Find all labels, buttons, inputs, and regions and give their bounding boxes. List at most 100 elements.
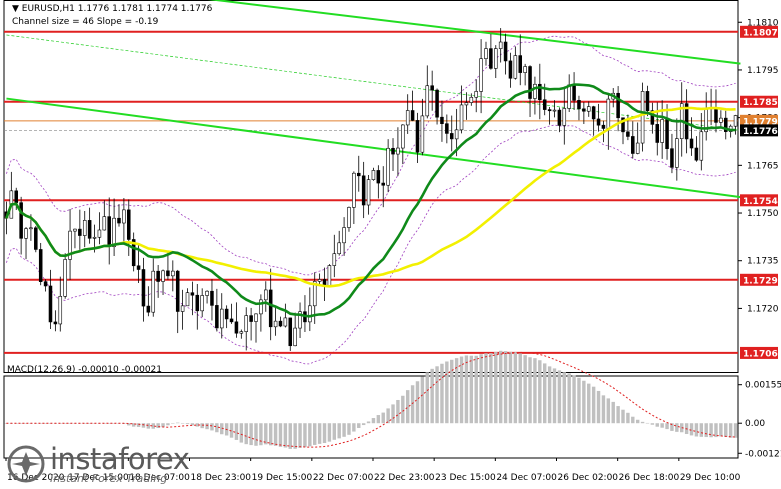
candle-body <box>714 108 718 123</box>
macd-bar <box>327 423 332 442</box>
candle-body <box>410 110 415 121</box>
candle-body <box>542 99 547 110</box>
macd-bar <box>112 423 116 424</box>
candle-body <box>503 41 508 62</box>
macd-bar <box>728 423 733 438</box>
candle-body <box>396 147 400 155</box>
macd-bar <box>494 352 498 424</box>
candle-body <box>38 249 43 282</box>
macd-bar <box>601 395 606 424</box>
candle-body <box>102 216 107 231</box>
macd-bar <box>288 423 292 449</box>
macd-bar <box>151 423 155 429</box>
candle-body <box>621 117 625 133</box>
price-tick-label: 1.1735 <box>747 257 779 267</box>
candle-body <box>391 147 395 155</box>
macd-bar <box>660 423 664 428</box>
candle-body <box>538 83 542 101</box>
candle-body <box>401 124 405 149</box>
macd-bar <box>694 423 699 437</box>
macd-bar <box>724 423 728 437</box>
candle-body <box>219 308 224 329</box>
macd-bar <box>68 423 72 424</box>
candle-body <box>259 299 263 315</box>
candle-body <box>293 327 297 347</box>
macd-bar <box>220 423 224 435</box>
macd-bar <box>445 361 449 424</box>
macd-bar <box>543 363 547 424</box>
envelope-upper <box>6 35 736 276</box>
macd-bar <box>459 356 464 424</box>
candle-body <box>185 292 190 307</box>
macd-bar <box>63 423 67 424</box>
macd-bar <box>352 423 356 432</box>
candle-body <box>317 279 322 282</box>
candle-body <box>229 318 234 323</box>
macd-bar <box>141 423 146 428</box>
macd-bar <box>538 360 542 424</box>
candle-body <box>430 85 434 91</box>
price-tick-label: 1.1750 <box>747 209 779 219</box>
candle-body <box>435 89 439 118</box>
candle-body <box>586 106 591 112</box>
macd-bar <box>24 423 28 424</box>
candle-body <box>151 270 156 313</box>
candle-body <box>224 308 229 320</box>
candle-body <box>640 91 645 144</box>
level-tag <box>740 25 778 38</box>
candle-body <box>479 58 483 92</box>
macd-bar <box>401 395 405 424</box>
price-tick-label: 1.1795 <box>747 66 779 76</box>
candle-body <box>117 217 121 224</box>
candle-body <box>34 227 38 250</box>
level-tag <box>740 273 778 286</box>
candle-body <box>332 253 337 266</box>
macd-bar <box>518 353 522 424</box>
macd-bar <box>38 423 43 424</box>
candle-body <box>494 48 498 69</box>
main-panel <box>3 0 739 373</box>
candle-body <box>513 55 518 79</box>
time-tick-label: 18 Dec 07:00 <box>129 473 190 483</box>
candle-body <box>523 66 527 73</box>
instaforex-logo-icon <box>7 445 45 483</box>
candle-body <box>244 315 248 332</box>
macd-bar <box>200 423 204 429</box>
macd-bar <box>552 368 557 424</box>
level-tag-label: 1.1807 <box>743 28 778 38</box>
candle-body <box>582 108 586 112</box>
macd-bar <box>264 423 268 445</box>
candle-body <box>146 305 151 313</box>
candle-body <box>366 179 371 206</box>
macd-bar <box>405 390 410 424</box>
symbol-header: ▼ EURUSD,H1 1.1776 1.1781 1.1774 1.1776 <box>12 4 213 14</box>
macd-bar <box>391 404 395 424</box>
time-tick-label: 23 Dec 15:00 <box>435 473 496 483</box>
level-tag-label: 1.1785 <box>743 98 778 108</box>
macd-bar <box>357 423 361 428</box>
macd-bar <box>361 423 366 426</box>
candle-body <box>635 142 640 154</box>
macd-bar <box>645 422 650 424</box>
macd-bar <box>83 423 87 424</box>
candle-body <box>352 172 356 208</box>
level-tag-label: 1.1779 <box>743 117 778 127</box>
macd-bar <box>484 353 488 424</box>
macd-bar <box>254 423 258 446</box>
macd-bar <box>293 423 297 449</box>
candle-body <box>29 227 33 230</box>
candle-body <box>161 270 165 282</box>
macd-bar <box>303 423 307 448</box>
macd-bar <box>371 418 376 424</box>
macd-bar <box>136 423 141 427</box>
macd-bar <box>616 406 620 424</box>
candle-body <box>283 317 288 327</box>
macd-bar <box>611 401 615 424</box>
macd-bar <box>366 421 371 424</box>
macd-bar <box>587 383 591 424</box>
macd-bar <box>528 357 532 424</box>
candle-body <box>596 118 601 126</box>
candle-body <box>719 117 723 123</box>
macd-bar <box>655 423 659 427</box>
